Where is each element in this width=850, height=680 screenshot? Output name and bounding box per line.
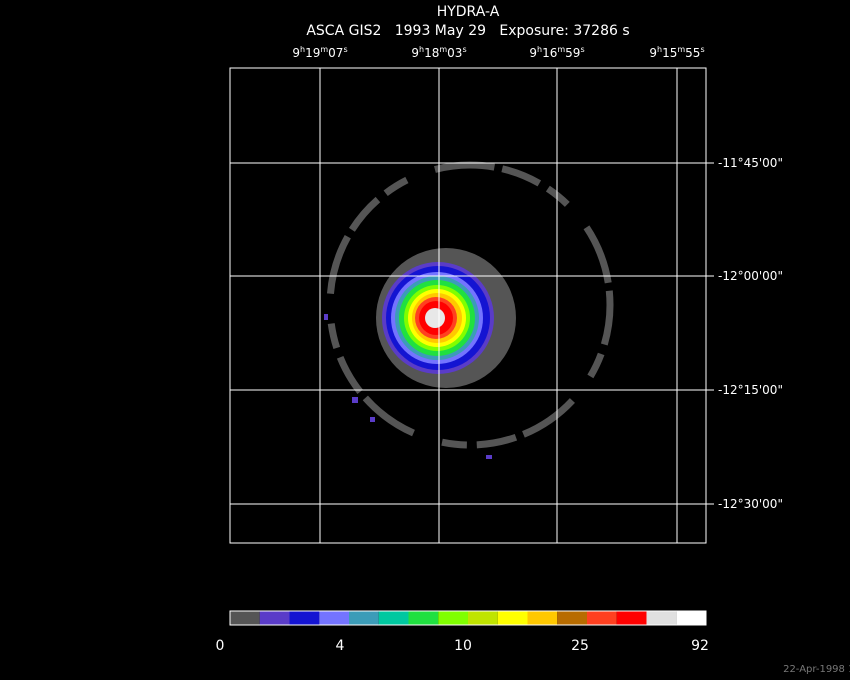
ra-value: 9 (529, 46, 537, 60)
ra-unit: s (462, 45, 466, 54)
ra-unit: s (580, 45, 584, 54)
colorbar-cell (230, 611, 260, 625)
ra-value: 9 (411, 46, 419, 60)
ra-unit: m (320, 45, 328, 54)
dec-label: -12°00'00" (718, 269, 783, 283)
colorbar-cell (497, 611, 528, 625)
ra-unit: m (439, 45, 447, 54)
colorbar-cell (289, 611, 320, 625)
ra-unit: h (657, 45, 662, 54)
colorbar-frame (229, 610, 707, 626)
dec-label: -11°45'00" (718, 156, 783, 170)
colorbar-cell (646, 611, 677, 625)
colorbar-cell (468, 611, 498, 625)
ra-value: 15 (662, 46, 677, 60)
colorbar-cell (259, 611, 290, 625)
colorbar-cell (438, 611, 468, 625)
colorbar-label: 0 (216, 638, 225, 654)
core (425, 308, 445, 328)
colorbar-label: 10 (454, 638, 472, 654)
ra-label: 9h16m59s (529, 45, 584, 60)
colorbar-cell (527, 611, 558, 625)
title: HYDRA-A (437, 4, 500, 20)
ra-value: 9 (649, 46, 657, 60)
colorbar-cell (408, 611, 439, 625)
ra-unit: s (343, 45, 347, 54)
pixel (352, 397, 358, 403)
dec-label: -12°30'00" (718, 497, 783, 511)
pixel (370, 417, 375, 422)
ra-label: 9h15m55s (649, 45, 704, 60)
ra-value: 16 (542, 46, 557, 60)
timestamp: 22-Apr-1998 19:24 (783, 664, 850, 675)
colorbar-cell (616, 611, 647, 625)
colorbar-label: 25 (571, 638, 589, 654)
colorbar-label: 4 (336, 638, 345, 654)
ra-unit: m (557, 45, 565, 54)
frame (229, 67, 707, 544)
ra-value: 07 (328, 46, 343, 60)
colorbar-label: 92 (691, 638, 709, 654)
colorbar-cell (378, 611, 409, 625)
grid (230, 68, 706, 543)
ra-unit: s (700, 45, 704, 54)
ra-label: 9h19m07s (292, 45, 347, 60)
subtitle: ASCA GIS2 1993 May 29 Exposure: 37286 s (306, 23, 629, 39)
ra-value: 18 (424, 46, 439, 60)
image (324, 161, 614, 459)
ra-value: 19 (305, 46, 320, 60)
colorbar-cell (676, 611, 706, 625)
ra-unit: h (537, 45, 542, 54)
ra-value: 55 (685, 46, 700, 60)
ra-value: 9 (292, 46, 300, 60)
pixel (486, 455, 492, 459)
ra-unit: h (300, 45, 305, 54)
ring (326, 161, 614, 449)
ra-label: 9h18m03s (411, 45, 466, 60)
colorbar-cell (557, 611, 587, 625)
ra-value: 03 (447, 46, 462, 60)
dec-label: -12°15'00" (718, 383, 783, 397)
colorbar-cell (587, 611, 617, 625)
colorbar-cell (319, 611, 349, 625)
ra-unit: h (419, 45, 424, 54)
ra-value: 59 (565, 46, 580, 60)
pixel (324, 314, 328, 320)
colorbar-cell (349, 611, 379, 625)
ra-unit: m (677, 45, 685, 54)
